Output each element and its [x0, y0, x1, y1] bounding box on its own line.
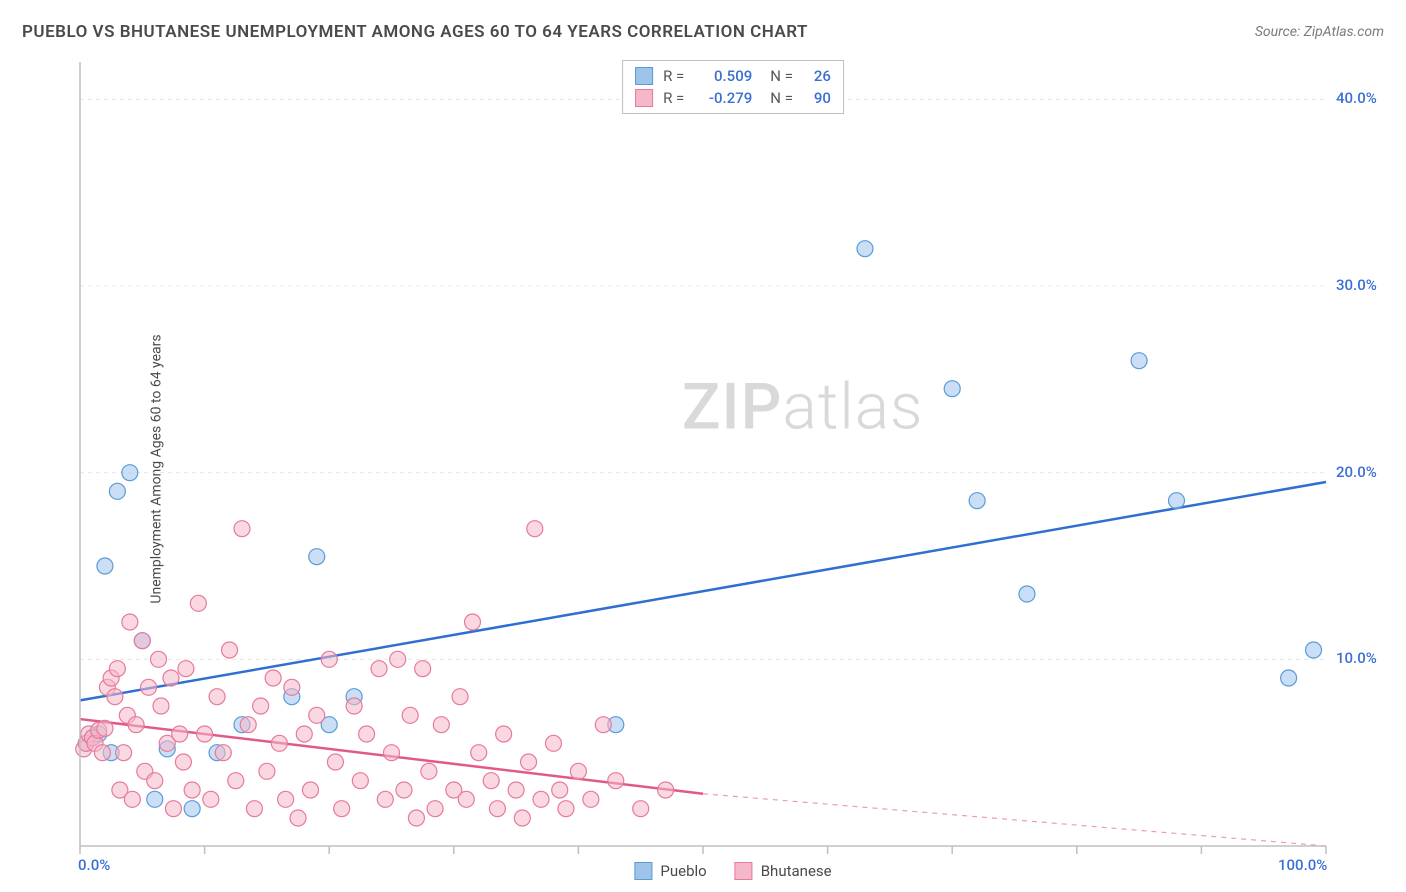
stats-legend: R =0.509N =26R =-0.279N =90 [622, 60, 844, 114]
x-axis-max-label: 100.0% [1278, 856, 1327, 874]
legend-label: Pueblo [660, 862, 706, 880]
y-tick-label: 20.0% [1336, 463, 1377, 481]
y-tick-label: 40.0% [1336, 89, 1377, 107]
series-legend: Pueblo Bhutanese [634, 862, 831, 880]
legend-item: Pueblo [634, 862, 706, 880]
chart-title: PUEBLO VS BHUTANESE UNEMPLOYMENT AMONG A… [22, 22, 808, 42]
legend-item: Bhutanese [735, 862, 832, 880]
legend-swatch [635, 89, 653, 107]
legend-swatch [634, 862, 652, 880]
scatter-chart [70, 56, 1396, 882]
source-label: Source: ZipAtlas.com [1255, 24, 1384, 40]
x-axis-min-label: 0.0% [78, 856, 110, 874]
stats-row: R =-0.279N =90 [635, 87, 831, 109]
legend-swatch [635, 67, 653, 85]
y-tick-label: 10.0% [1336, 649, 1377, 667]
legend-label: Bhutanese [761, 862, 832, 880]
plot-area: ZIPatlas R =0.509N =26R =-0.279N =90 Pue… [70, 56, 1396, 882]
legend-swatch [735, 862, 753, 880]
y-tick-label: 30.0% [1336, 276, 1377, 294]
stats-row: R =0.509N =26 [635, 65, 831, 87]
